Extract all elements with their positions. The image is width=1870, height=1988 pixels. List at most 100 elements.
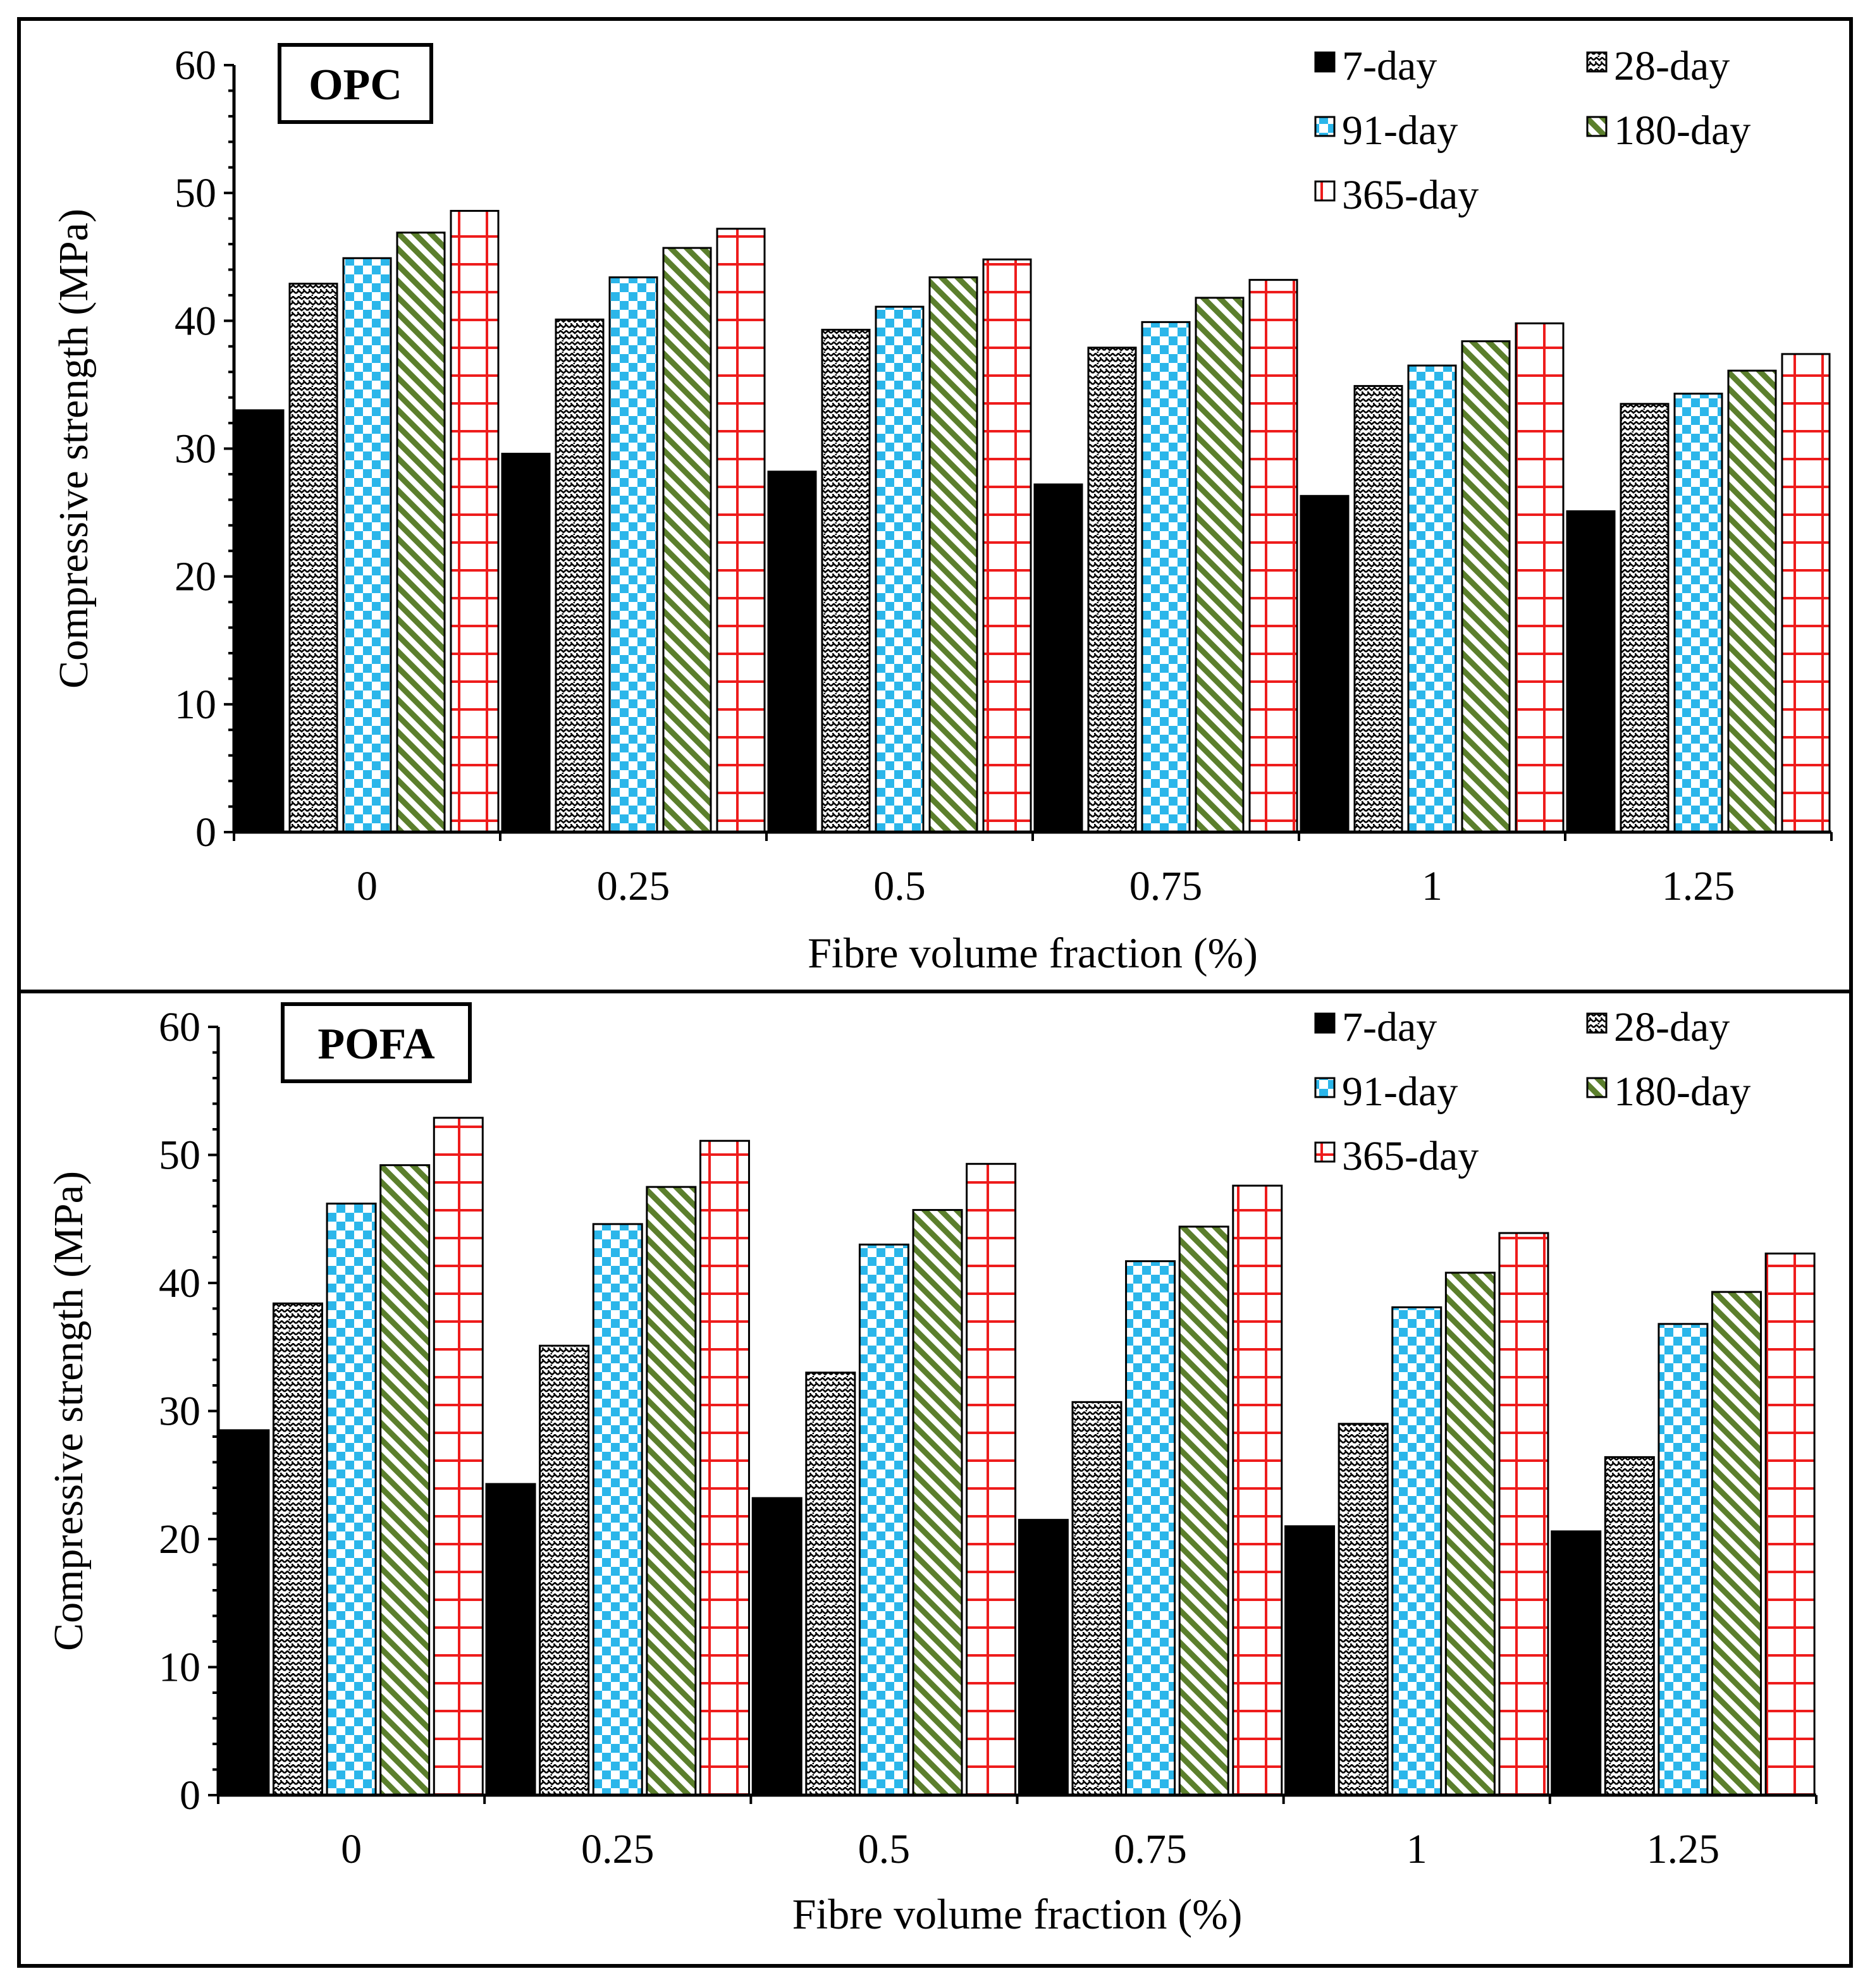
pofa-x-ticks: 0 0.25 0.5 0.75 1 1.25 <box>217 1795 1818 1872</box>
pofa-legend-label-365-day: 365-day <box>1342 1133 1479 1179</box>
opc-panel: 0 10 20 30 40 50 60 0 0.25 0.5 0.75 1 1.25 Compress… <box>51 42 1833 977</box>
pofa-bars <box>219 1117 1816 1796</box>
opc-y-tick-label: 0 <box>195 809 216 856</box>
opc-y-tick-label: 30 <box>175 426 216 472</box>
opc-x-tick-label: 0.5 <box>873 863 926 909</box>
pofa-bar-180-day-0-75 <box>1178 1225 1229 1796</box>
opc-legend-label-180-day: 180-day <box>1614 107 1750 154</box>
opc-bar-7-day-0-25 <box>501 453 551 833</box>
opc-bar-365-day-0 <box>450 209 500 833</box>
opc-bar-180-day-1 <box>1461 340 1511 833</box>
pofa-x-axis-label: Fibre volume fraction (%) <box>792 1890 1243 1938</box>
opc-bar-91-day-1 <box>1407 364 1457 833</box>
pofa-bar-7-day-0-75 <box>1018 1519 1069 1796</box>
pofa-legend-label-28-day: 28-day <box>1614 1004 1730 1050</box>
pofa-legend: 7-day 28-day 91-day 180-day 365-day <box>1314 1004 1750 1179</box>
pofa-bar-28-day-0-25 <box>539 1344 590 1796</box>
opc-x-tick-label: 0 <box>357 863 378 909</box>
opc-bar-91-day-0-75 <box>1141 321 1191 833</box>
pofa-bar-180-day-1 <box>1444 1272 1496 1796</box>
pofa-bar-365-day-0-25 <box>699 1139 750 1796</box>
opc-bar-7-day-1-25 <box>1566 510 1616 833</box>
opc-bar-28-day-1 <box>1353 384 1403 833</box>
opc-legend-label-365-day: 365-day <box>1342 172 1479 218</box>
opc-x-axis-label: Fibre volume fraction (%) <box>808 929 1258 977</box>
pofa-title-box <box>281 1002 472 1083</box>
opc-x-tick-label: 1 <box>1422 863 1442 909</box>
pofa-bar-91-day-1 <box>1391 1306 1442 1796</box>
opc-legend-label-7-day: 7-day <box>1342 43 1437 89</box>
opc-bar-28-day-0 <box>288 283 338 833</box>
pofa-legend-label-180-day: 180-day <box>1614 1069 1750 1115</box>
pofa-bar-365-day-0 <box>433 1117 484 1796</box>
pofa-bar-91-day-0-25 <box>592 1223 643 1796</box>
pofa-bar-180-day-0-25 <box>646 1186 697 1796</box>
opc-y-tick-label: 60 <box>175 42 216 89</box>
pofa-bar-7-day-0 <box>219 1429 270 1796</box>
opc-y-tick-label: 40 <box>175 298 216 344</box>
opc-x-tick-label: 0.75 <box>1129 863 1203 909</box>
opc-legend-swatch-180-day <box>1586 116 1608 137</box>
opc-bar-180-day-0-5 <box>928 276 978 833</box>
pofa-y-tick-label: 40 <box>159 1260 200 1306</box>
opc-bar-180-day-1-25 <box>1727 369 1777 833</box>
pofa-legend-swatch-28-day <box>1586 1012 1608 1034</box>
opc-y-tick-label: 20 <box>175 554 216 600</box>
pofa-y-axis-label: Compressive strength (MPa) <box>46 1171 92 1651</box>
pofa-x-tick-label: 0 <box>341 1826 362 1872</box>
opc-x-tick-label: 1.25 <box>1662 863 1735 909</box>
opc-legend-label-91-day: 91-day <box>1342 107 1458 154</box>
pofa-y-tick-label: 10 <box>159 1645 200 1691</box>
opc-legend-label-28-day: 28-day <box>1614 43 1730 89</box>
pofa-bar-7-day-1-25 <box>1551 1530 1602 1796</box>
opc-legend: 7-day 28-day 91-day 180-day 365-day <box>1314 43 1750 218</box>
opc-bar-28-day-0-25 <box>555 318 605 833</box>
pofa-legend-swatch-7-day <box>1314 1012 1336 1034</box>
pofa-bar-28-day-1-25 <box>1604 1456 1655 1796</box>
opc-bar-28-day-1-25 <box>1620 403 1670 833</box>
opc-bar-91-day-0-25 <box>608 276 658 833</box>
pofa-x-tick-label: 1 <box>1406 1826 1427 1872</box>
opc-bar-365-day-1-25 <box>1781 353 1831 833</box>
opc-bar-180-day-0 <box>396 231 446 833</box>
opc-x-tick-label: 0.25 <box>597 863 670 909</box>
opc-y-tick-label: 50 <box>175 170 216 216</box>
opc-bar-365-day-1 <box>1515 322 1565 833</box>
opc-bar-365-day-0-5 <box>982 258 1032 833</box>
pofa-bar-7-day-0-25 <box>485 1483 536 1796</box>
pofa-y-tick-label: 30 <box>159 1389 200 1435</box>
pofa-bar-91-day-0-75 <box>1125 1260 1176 1796</box>
opc-bar-180-day-0-75 <box>1195 297 1245 833</box>
opc-legend-swatch-91-day <box>1314 116 1336 137</box>
opc-bar-7-day-1 <box>1300 494 1350 833</box>
opc-title: OPC <box>309 61 402 109</box>
pofa-bar-7-day-1 <box>1284 1525 1336 1796</box>
pofa-bar-28-day-0-75 <box>1071 1401 1123 1796</box>
opc-bar-7-day-0 <box>235 409 285 833</box>
pofa-y-ticks: 0 10 20 30 40 50 60 <box>159 1004 218 1819</box>
opc-bars <box>235 209 1831 833</box>
pofa-x-tick-label: 0.75 <box>1114 1826 1187 1872</box>
pofa-bar-180-day-0 <box>379 1164 431 1796</box>
pofa-bar-365-day-1 <box>1498 1232 1549 1796</box>
opc-y-tick-label: 10 <box>175 682 216 728</box>
pofa-panel: 0 10 20 30 40 50 60 0 0.25 0.5 0.75 1 1.25 Compress… <box>46 1002 1818 1938</box>
opc-y-axis-label: Compressive strength (MPa) <box>51 209 97 689</box>
pofa-y-tick-label: 20 <box>159 1516 200 1562</box>
opc-bar-91-day-0-5 <box>875 305 925 833</box>
pofa-y-tick-label: 0 <box>180 1772 200 1819</box>
opc-bar-365-day-0-25 <box>716 228 766 833</box>
pofa-bar-28-day-0-5 <box>805 1371 856 1796</box>
opc-bar-91-day-0 <box>342 257 392 833</box>
opc-bar-28-day-0-75 <box>1087 347 1137 833</box>
pofa-bar-91-day-0-5 <box>858 1243 909 1796</box>
opc-bar-365-day-0-75 <box>1248 279 1298 833</box>
opc-legend-swatch-28-day <box>1586 51 1608 73</box>
pofa-y-tick-label: 60 <box>159 1004 200 1050</box>
opc-bar-7-day-0-5 <box>767 470 817 833</box>
pofa-bar-28-day-1 <box>1338 1423 1389 1796</box>
pofa-x-tick-label: 0.5 <box>858 1826 911 1872</box>
opc-y-ticks: 0 10 20 30 40 50 60 <box>175 42 234 856</box>
pofa-legend-label-91-day: 91-day <box>1342 1069 1458 1115</box>
